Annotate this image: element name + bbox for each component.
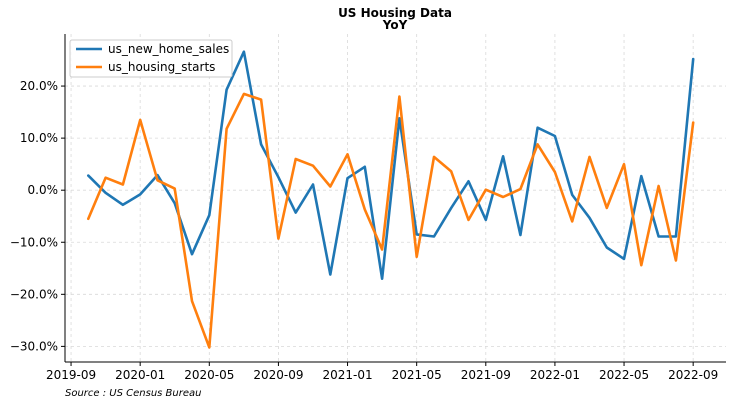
grid — [65, 34, 726, 362]
chart-title: US Housing Data — [338, 6, 452, 20]
x-tick-label: 2019-09 — [46, 368, 96, 382]
axes — [61, 34, 726, 366]
x-tick-label: 2022-01 — [530, 368, 580, 382]
x-tick-label: 2020-01 — [115, 368, 165, 382]
y-tick-label: 0.0% — [28, 183, 59, 197]
source-note: Source : US Census Bureau — [65, 388, 201, 399]
y-tick-label: −10.0% — [10, 235, 58, 249]
y-tick-label: −30.0% — [10, 339, 58, 353]
y-tick-label: 10.0% — [20, 131, 58, 145]
x-tick-label: 2021-05 — [392, 368, 442, 382]
chart-subtitle: YoY — [382, 18, 408, 32]
x-tick-label: 2020-09 — [253, 368, 303, 382]
x-tick-label: 2022-05 — [599, 368, 649, 382]
series-line-us-housing-starts — [87, 92, 695, 349]
x-tick-label: 2022-09 — [668, 368, 718, 382]
legend-label-us-housing-starts: us_housing_starts — [108, 60, 215, 74]
y-tick-label: −20.0% — [10, 287, 58, 301]
x-tick-label: 2020-05 — [184, 368, 234, 382]
tick-labels: −30.0% −20.0% −10.0% 0.0% 10.0% 20.0% 2019-09 2… — [10, 79, 718, 382]
legend-label-us-new-home-sales: us_new_home_sales — [108, 42, 229, 56]
y-tick-label: 20.0% — [20, 79, 58, 93]
legend-box — [69, 39, 233, 78]
series-line-us-new-home-sales — [87, 50, 695, 281]
x-tick-label: 2021-09 — [461, 368, 511, 382]
legend: us_new_home_sales us_housing_starts — [69, 39, 233, 78]
series-layer — [87, 50, 695, 349]
x-tick-label: 2021-01 — [322, 368, 372, 382]
